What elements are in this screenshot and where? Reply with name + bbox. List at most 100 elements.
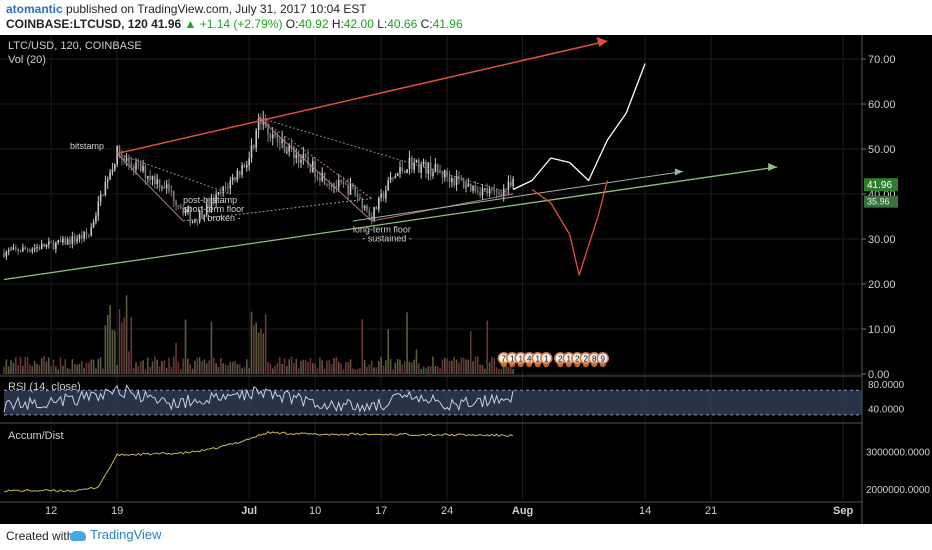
volume-bar bbox=[29, 364, 31, 374]
candle-body bbox=[109, 171, 111, 180]
candle-body bbox=[184, 211, 187, 214]
y-tick-label: 50.00 bbox=[868, 144, 896, 156]
candle-body bbox=[146, 175, 149, 179]
candle-body bbox=[401, 167, 404, 171]
candle-body bbox=[179, 206, 182, 209]
volume-bar bbox=[248, 367, 250, 374]
candle-body bbox=[212, 198, 215, 204]
volume-bar bbox=[243, 366, 246, 374]
volume-bar bbox=[451, 360, 453, 374]
chart-annotation: long-term floor bbox=[353, 224, 411, 234]
accum-dist-tick-label: 3000000.0000 bbox=[866, 447, 930, 458]
candle-body bbox=[488, 189, 491, 194]
y-tick-label: 60.00 bbox=[868, 99, 896, 111]
volume-bar bbox=[307, 362, 309, 374]
rsi-pane: RSI (14, close) bbox=[3, 381, 862, 416]
candle-body bbox=[80, 235, 83, 239]
chart-area[interactable]: RSI (14, close) Accum/Dist 12 19 Jul 10 17 24… bbox=[0, 35, 932, 524]
low-label: L: bbox=[377, 17, 388, 31]
candle-body bbox=[491, 189, 493, 190]
volume-bar bbox=[484, 368, 486, 374]
volume-bar bbox=[286, 365, 288, 374]
volume-bar bbox=[85, 362, 88, 374]
volume-bar bbox=[302, 359, 305, 374]
candle-body bbox=[231, 177, 234, 181]
volume-bar bbox=[396, 359, 399, 374]
volume-bar bbox=[88, 362, 90, 374]
floor-projection bbox=[352, 171, 683, 222]
volume-bar bbox=[52, 359, 55, 374]
rsi-line bbox=[3, 384, 514, 413]
candle-body bbox=[406, 169, 408, 174]
volume-bar bbox=[182, 358, 184, 374]
candle-body bbox=[90, 227, 93, 236]
volume-bar bbox=[24, 357, 27, 374]
candle-body bbox=[250, 145, 253, 159]
candle-body bbox=[57, 240, 60, 243]
footer: Created with TradingView bbox=[0, 524, 932, 550]
volume-bar bbox=[507, 366, 510, 374]
volume-bar bbox=[328, 360, 331, 374]
volume-bar bbox=[283, 358, 286, 374]
volume-bar bbox=[321, 360, 324, 374]
volume-bar bbox=[276, 362, 279, 374]
volume-bar bbox=[354, 369, 357, 374]
candle-body bbox=[66, 239, 69, 245]
volume-bar bbox=[78, 363, 81, 374]
volume-bar bbox=[146, 357, 149, 374]
volume-bar bbox=[250, 311, 253, 374]
floor-arrowhead bbox=[768, 163, 778, 171]
volume-bar bbox=[377, 361, 380, 374]
volume-bar bbox=[62, 365, 64, 374]
chart-background bbox=[0, 35, 932, 524]
volume-bar bbox=[144, 369, 147, 374]
candle-body bbox=[434, 164, 437, 173]
candle-body bbox=[222, 186, 225, 194]
candle-body bbox=[267, 127, 269, 135]
candle-body bbox=[55, 242, 57, 250]
volume-bar bbox=[311, 363, 314, 374]
x-tick-label: Sep bbox=[833, 505, 853, 517]
candle-body bbox=[144, 165, 147, 179]
candle-body bbox=[172, 191, 175, 202]
volume-bar bbox=[278, 356, 281, 374]
tradingview-logo[interactable]: TradingView bbox=[70, 527, 162, 542]
volume-bar bbox=[241, 368, 243, 374]
candle-body bbox=[422, 161, 425, 165]
candle-body bbox=[366, 205, 368, 211]
author-link[interactable]: atomantic bbox=[6, 2, 63, 16]
candle-body bbox=[85, 231, 88, 235]
event-marker-label: 1 bbox=[535, 354, 540, 363]
volume-bar bbox=[385, 360, 387, 374]
volume-bar bbox=[425, 368, 427, 374]
volume-bar bbox=[220, 357, 222, 374]
candle-body bbox=[14, 247, 17, 249]
candle-body bbox=[309, 164, 312, 173]
volume-bar bbox=[495, 367, 498, 374]
volume-bar bbox=[172, 356, 175, 374]
candle-body bbox=[453, 178, 456, 186]
volume-bar bbox=[222, 363, 225, 374]
candle-body bbox=[439, 170, 441, 172]
event-marker-label: 2 bbox=[575, 354, 580, 363]
volume-bar bbox=[271, 368, 274, 374]
volume-bar bbox=[257, 332, 260, 374]
event-marker-label: 9 bbox=[601, 354, 606, 363]
published-text: published on TradingView.com, July 31, 2… bbox=[66, 2, 367, 16]
x-tick-label: 19 bbox=[111, 505, 123, 517]
resistance-trendline bbox=[116, 40, 608, 155]
candle-body bbox=[47, 241, 50, 245]
candle-body bbox=[281, 138, 283, 143]
chart-annotation: - sustained - bbox=[362, 233, 412, 243]
volume-bar bbox=[319, 357, 321, 374]
event-marker-label: 1 bbox=[567, 354, 572, 363]
volume-bar bbox=[415, 349, 418, 374]
volume-bar bbox=[392, 369, 394, 374]
secondary-price-badge bbox=[864, 195, 898, 208]
candle-body bbox=[158, 179, 161, 188]
volume-bar bbox=[45, 361, 48, 374]
volume-bar bbox=[326, 360, 328, 374]
candle-body bbox=[69, 239, 71, 244]
volume-bar bbox=[344, 362, 347, 374]
candle-body bbox=[368, 210, 371, 217]
